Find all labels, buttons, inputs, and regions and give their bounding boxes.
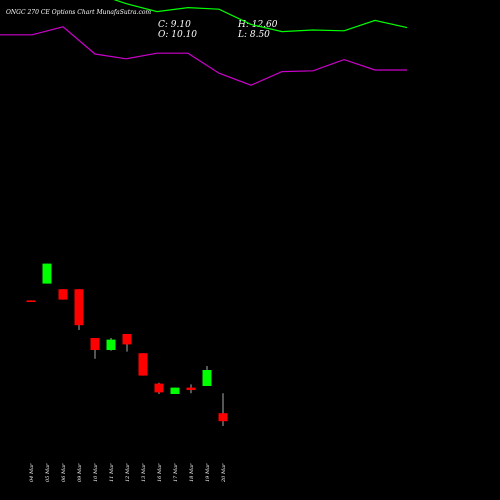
x-tick-label: 17 Mar (173, 463, 179, 482)
close-value: C: 9.10 (158, 20, 191, 30)
x-tick-label: 11 Mar (109, 463, 115, 482)
x-tick-label: 19 Mar (205, 463, 211, 482)
candle-body (106, 339, 116, 350)
candle-body (202, 370, 212, 386)
x-tick-label: 16 Mar (157, 463, 163, 482)
x-tick-label: 10 Mar (93, 463, 99, 482)
x-tick-label: 09 Mar (77, 463, 83, 482)
x-tick-label: 06 Mar (61, 463, 67, 482)
candle-body (154, 383, 164, 393)
open-value: O: 10.10 (158, 30, 198, 40)
candle-body (218, 413, 228, 422)
x-tick-label: 05 Mar (45, 463, 51, 482)
candle-body (74, 289, 84, 326)
overlay-line-2 (0, 26, 407, 86)
candle-body (90, 338, 100, 350)
chart-title: ONGC 270 CE Options Chart MunafaSutra.co… (6, 9, 152, 16)
x-tick-label: 04 Mar (29, 463, 35, 482)
x-tick-label: 13 Mar (141, 463, 147, 482)
overlay-line-1 (113, 0, 408, 33)
x-tick-label: 12 Mar (125, 463, 131, 482)
candle-body (58, 289, 68, 300)
low-value: L: 8.50 (238, 30, 270, 40)
candle-body (170, 387, 180, 394)
x-tick-label: 20 Mar (221, 463, 227, 483)
x-tick-label: 18 Mar (189, 463, 195, 482)
candle-body (186, 387, 196, 390)
candle-body (26, 300, 36, 302)
candle-body (42, 263, 52, 284)
high-value: H: 12.60 (238, 20, 278, 30)
candle-body (138, 353, 148, 376)
candle-body (122, 334, 132, 345)
